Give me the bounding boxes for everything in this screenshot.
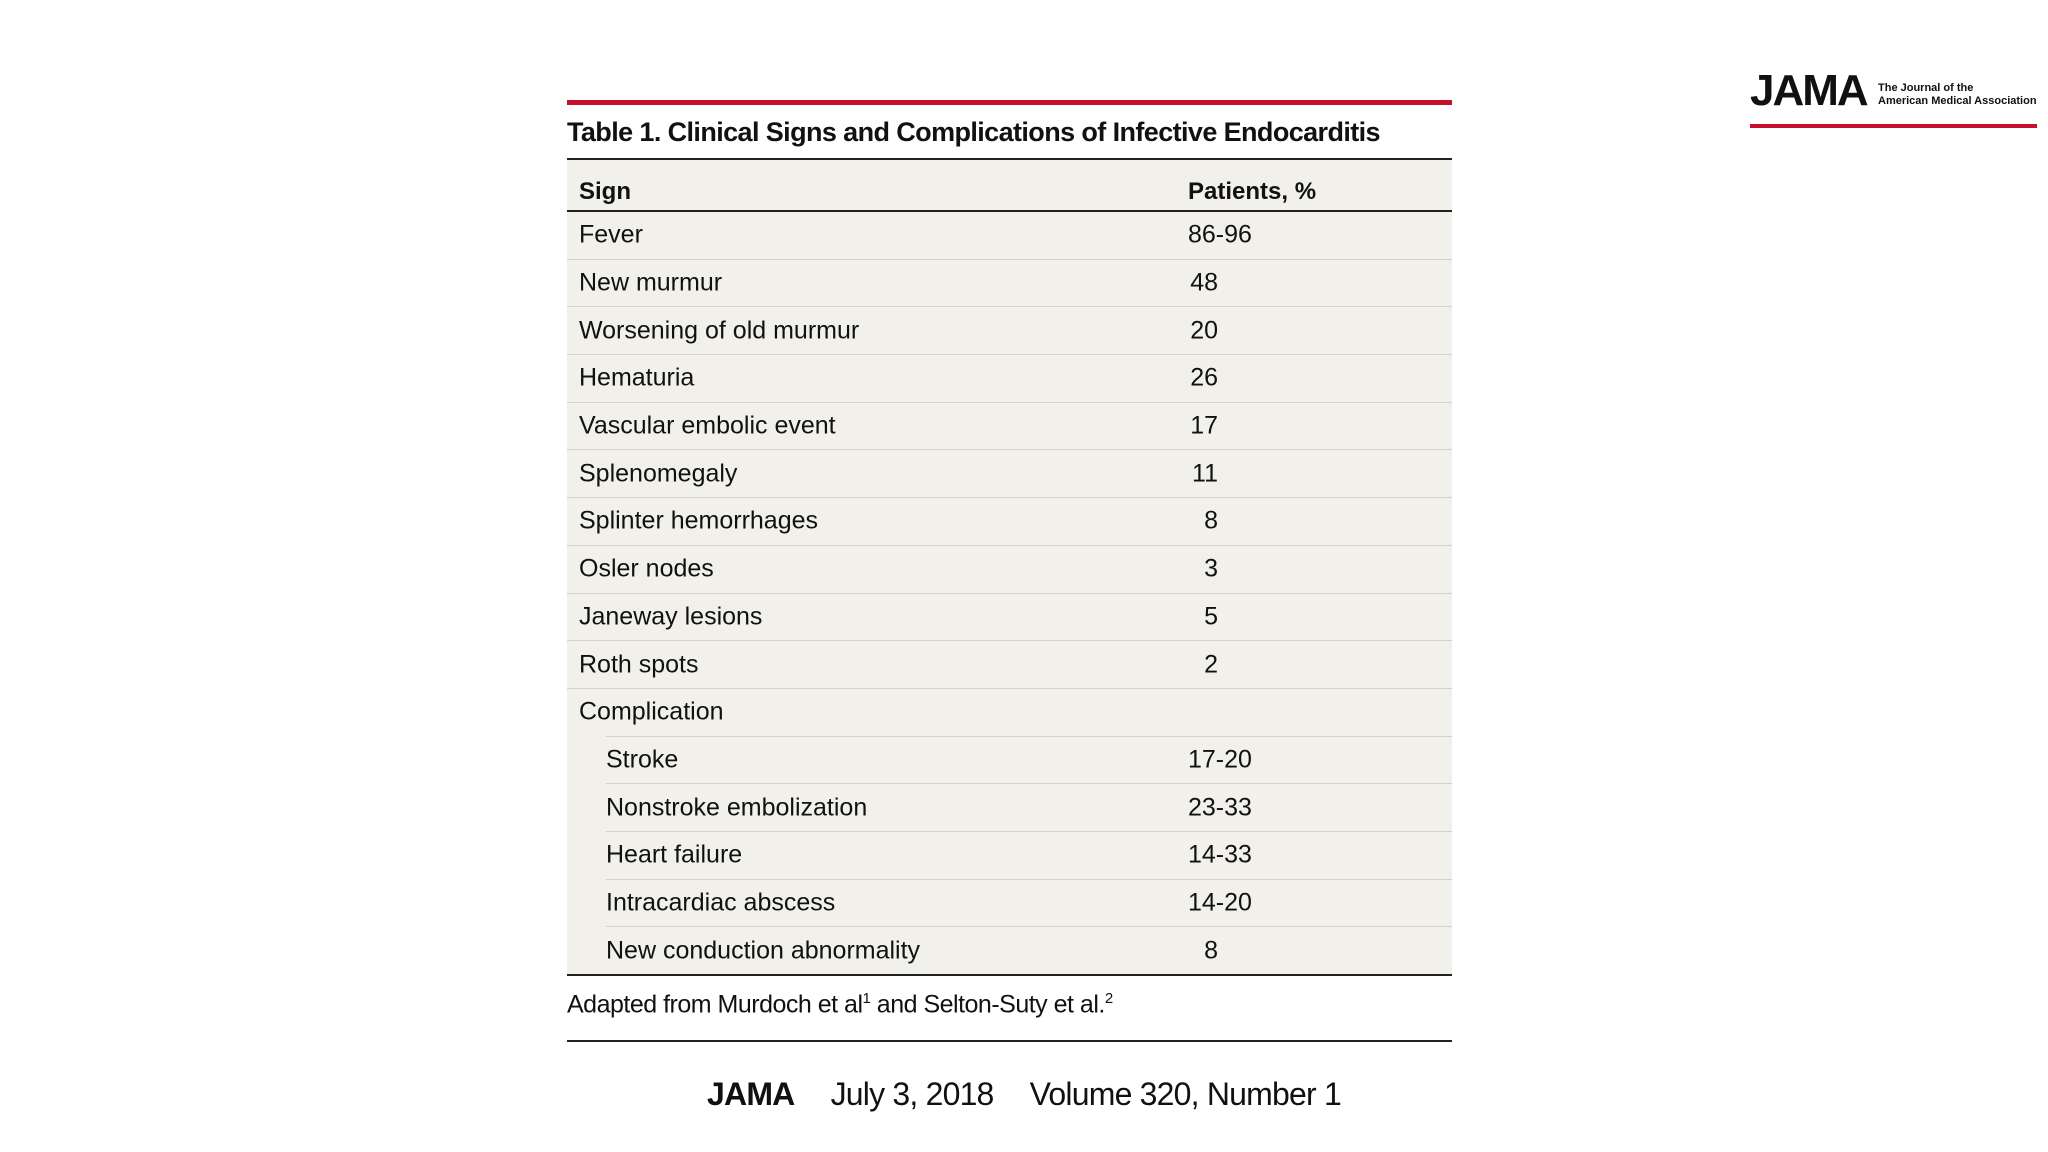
- table-row: Stroke 17-20: [567, 735, 1452, 784]
- group-label: Complication: [579, 697, 724, 726]
- footnote-ref: 1: [862, 990, 871, 1007]
- sign-cell: Worsening of old murmur: [579, 316, 860, 345]
- value-cell: 11: [1192, 459, 1218, 488]
- table-row: Intracardiac abscess 14-20: [567, 878, 1452, 927]
- table-row: Splenomegaly 11: [567, 449, 1452, 497]
- footnote-ref: 2: [1104, 990, 1113, 1007]
- sign-cell: Hematuria: [579, 363, 695, 392]
- value-cell: 17-20: [1188, 745, 1252, 774]
- value-cell: 20: [1190, 316, 1218, 345]
- logo-subtitle: The Journal of the: [1878, 82, 1974, 94]
- value-cell: 5: [1204, 602, 1218, 631]
- date: July 3, 2018: [830, 1076, 995, 1112]
- footer: JAMA July 3, 2018 Volume 320, Number 1: [0, 1076, 2048, 1113]
- table-row: Osler nodes 3: [567, 544, 1452, 593]
- table-row: Vascular embolic event 17: [567, 401, 1452, 450]
- logo-subtitle: American Medical Association: [1878, 95, 2037, 107]
- footnote: Adapted from Murdoch et al1 and Selton-S…: [567, 974, 1452, 1042]
- value-cell: 26: [1190, 363, 1218, 392]
- value-cell: 86-96: [1188, 220, 1252, 249]
- sign-cell: Roth spots: [579, 650, 699, 679]
- sign-cell: Splinter hemorrhages: [579, 506, 819, 535]
- value-cell: 23-33: [1188, 793, 1252, 822]
- sign-cell: Vascular embolic event: [579, 411, 836, 440]
- table-row: Hematuria 26: [567, 354, 1452, 402]
- sign-cell: Splenomegaly: [579, 459, 738, 488]
- value-cell: 14-20: [1188, 888, 1252, 917]
- column-header: Sign: [579, 178, 631, 205]
- logo: JAMA The Journal of the American Medical…: [1750, 66, 2037, 128]
- sign-cell: Heart failure: [606, 840, 743, 869]
- rule: [567, 100, 1452, 105]
- header-row: Sign Patients, %: [567, 160, 1452, 212]
- table-body: Sign Patients, % Fever 86-96 New murmur 48 Wor…: [567, 160, 1452, 974]
- issue: Volume 320, Number 1: [1029, 1076, 1342, 1112]
- value-cell: 3: [1204, 554, 1218, 583]
- table: Table 1. Clinical Signs and Complication…: [567, 100, 1452, 1042]
- sign-cell: Janeway lesions: [579, 602, 763, 631]
- table-row: New conduction abnormality 8: [567, 926, 1452, 974]
- table-row: Fever 86-96: [567, 212, 1452, 259]
- table-row: New murmur 48: [567, 258, 1452, 307]
- footnote-text: Adapted from Murdoch et al1 and Selton-S…: [567, 990, 1113, 1019]
- footnote-part: and Selton-Suty et al.: [870, 990, 1106, 1019]
- journal: JAMA: [707, 1076, 795, 1112]
- table-row: Heart failure 14-33: [567, 830, 1452, 879]
- table-row: Splinter hemorrhages 8: [567, 497, 1452, 545]
- sign-cell: Stroke: [606, 745, 679, 774]
- logo-name: JAMA: [1750, 66, 1869, 115]
- footnote-part: Adapted from Murdoch et al: [567, 990, 863, 1019]
- sign-cell: Intracardiac abscess: [606, 888, 836, 917]
- value-cell: 8: [1204, 936, 1218, 965]
- sign-cell: Nonstroke embolization: [606, 793, 868, 822]
- table-row: Janeway lesions 5: [567, 592, 1452, 641]
- table-title: Table 1. Clinical Signs and Complication…: [567, 105, 1452, 160]
- sign-cell: New murmur: [579, 268, 723, 297]
- table-row: Worsening of old murmur 20: [567, 306, 1452, 354]
- group-row: Complication: [567, 687, 1452, 736]
- sign-cell: Osler nodes: [579, 554, 714, 583]
- sign-cell: Fever: [579, 220, 643, 249]
- value-cell: 14-33: [1188, 840, 1252, 869]
- table-row: Roth spots 2: [567, 640, 1452, 688]
- table-row: Nonstroke embolization 23-33: [567, 783, 1452, 831]
- value-cell: 48: [1190, 268, 1218, 297]
- sign-cell: New conduction abnormality: [606, 936, 921, 965]
- value-cell: 2: [1204, 650, 1218, 679]
- value-cell: 8: [1204, 506, 1218, 535]
- value-cell: 17: [1190, 411, 1218, 440]
- column-header: Patients, %: [1188, 178, 1317, 205]
